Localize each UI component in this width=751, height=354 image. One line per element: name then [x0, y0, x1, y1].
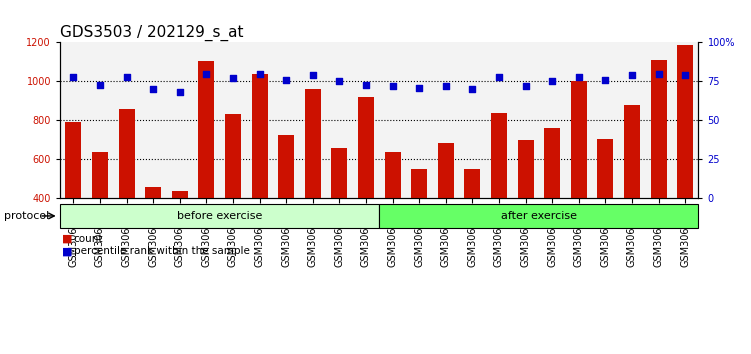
Bar — [65, 122, 81, 276]
Point — [227, 75, 239, 81]
Bar — [140, 42, 167, 198]
Bar — [517, 140, 533, 276]
Text: ■: ■ — [62, 246, 73, 256]
Bar — [172, 192, 188, 276]
Point — [201, 71, 213, 76]
Point — [306, 72, 318, 78]
Text: after exercise: after exercise — [501, 211, 577, 221]
Bar — [379, 42, 406, 198]
Bar — [86, 42, 113, 198]
Bar — [539, 42, 566, 198]
Bar — [406, 42, 433, 198]
Bar — [592, 42, 619, 198]
Point — [121, 74, 133, 80]
Bar — [193, 42, 219, 198]
Bar — [544, 127, 560, 276]
Text: percentile rank within the sample: percentile rank within the sample — [74, 246, 249, 256]
Point — [599, 77, 611, 83]
Bar — [305, 88, 321, 276]
Point — [254, 71, 266, 76]
Bar — [597, 139, 614, 276]
Point — [493, 74, 505, 80]
Bar — [438, 143, 454, 276]
Bar — [225, 114, 241, 276]
Bar — [672, 42, 698, 198]
Bar — [459, 42, 486, 198]
Bar — [385, 152, 400, 276]
Bar — [198, 61, 214, 276]
Point — [520, 83, 532, 89]
Point — [626, 72, 638, 78]
Text: before exercise: before exercise — [177, 211, 262, 221]
Bar — [619, 42, 645, 198]
Point — [147, 86, 159, 92]
Point — [333, 79, 345, 84]
Bar — [491, 113, 507, 276]
Bar — [358, 97, 374, 276]
Point — [679, 72, 691, 78]
Bar — [566, 42, 592, 198]
Bar — [412, 170, 427, 276]
Bar — [353, 42, 379, 198]
Text: ■: ■ — [62, 234, 73, 244]
Bar — [145, 187, 161, 276]
Bar — [60, 42, 86, 198]
Bar — [273, 42, 300, 198]
Point — [94, 82, 106, 87]
Point — [573, 74, 585, 80]
Bar — [326, 42, 353, 198]
Bar — [486, 42, 512, 198]
Bar — [571, 81, 587, 276]
Bar — [624, 105, 640, 276]
Point — [546, 79, 558, 84]
Point — [466, 86, 478, 92]
Text: protocol: protocol — [4, 211, 49, 221]
Point — [387, 83, 399, 89]
Point — [68, 74, 80, 80]
Bar — [167, 42, 193, 198]
Text: count: count — [74, 234, 103, 244]
Bar — [645, 42, 672, 198]
Bar — [252, 74, 267, 276]
Bar — [650, 60, 667, 276]
Bar — [92, 152, 108, 276]
Bar — [512, 42, 539, 198]
Point — [360, 82, 372, 87]
Bar — [300, 42, 326, 198]
Point — [653, 71, 665, 76]
Point — [173, 90, 185, 95]
Text: GDS3503 / 202129_s_at: GDS3503 / 202129_s_at — [60, 25, 243, 41]
Point — [280, 77, 292, 83]
Bar — [433, 42, 459, 198]
Bar — [113, 42, 140, 198]
Bar — [464, 170, 481, 276]
Bar — [246, 42, 273, 198]
Point — [413, 85, 425, 91]
Bar — [677, 45, 693, 276]
Bar — [331, 148, 347, 276]
Bar — [278, 135, 294, 276]
Bar — [220, 42, 246, 198]
Bar — [119, 109, 134, 276]
Point — [440, 83, 452, 89]
